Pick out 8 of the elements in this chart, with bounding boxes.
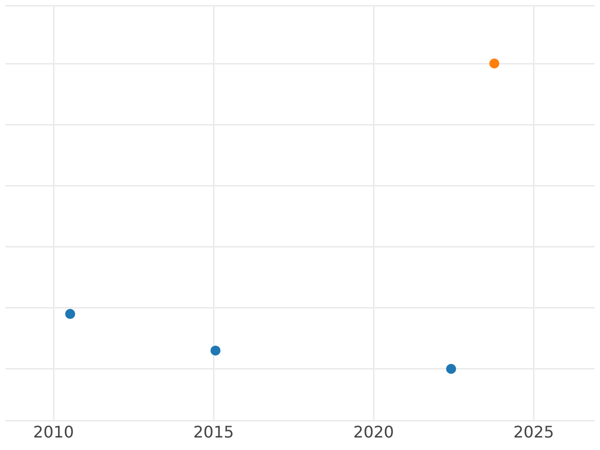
x-tick-label: 2015 — [193, 422, 234, 442]
x-tick-label: 2010 — [33, 422, 74, 442]
point — [65, 308, 76, 319]
x-tick-label: 2020 — [353, 422, 394, 442]
point — [210, 346, 220, 356]
point — [446, 364, 456, 374]
point — [489, 58, 500, 69]
x-tick-label: 2025 — [513, 422, 554, 442]
